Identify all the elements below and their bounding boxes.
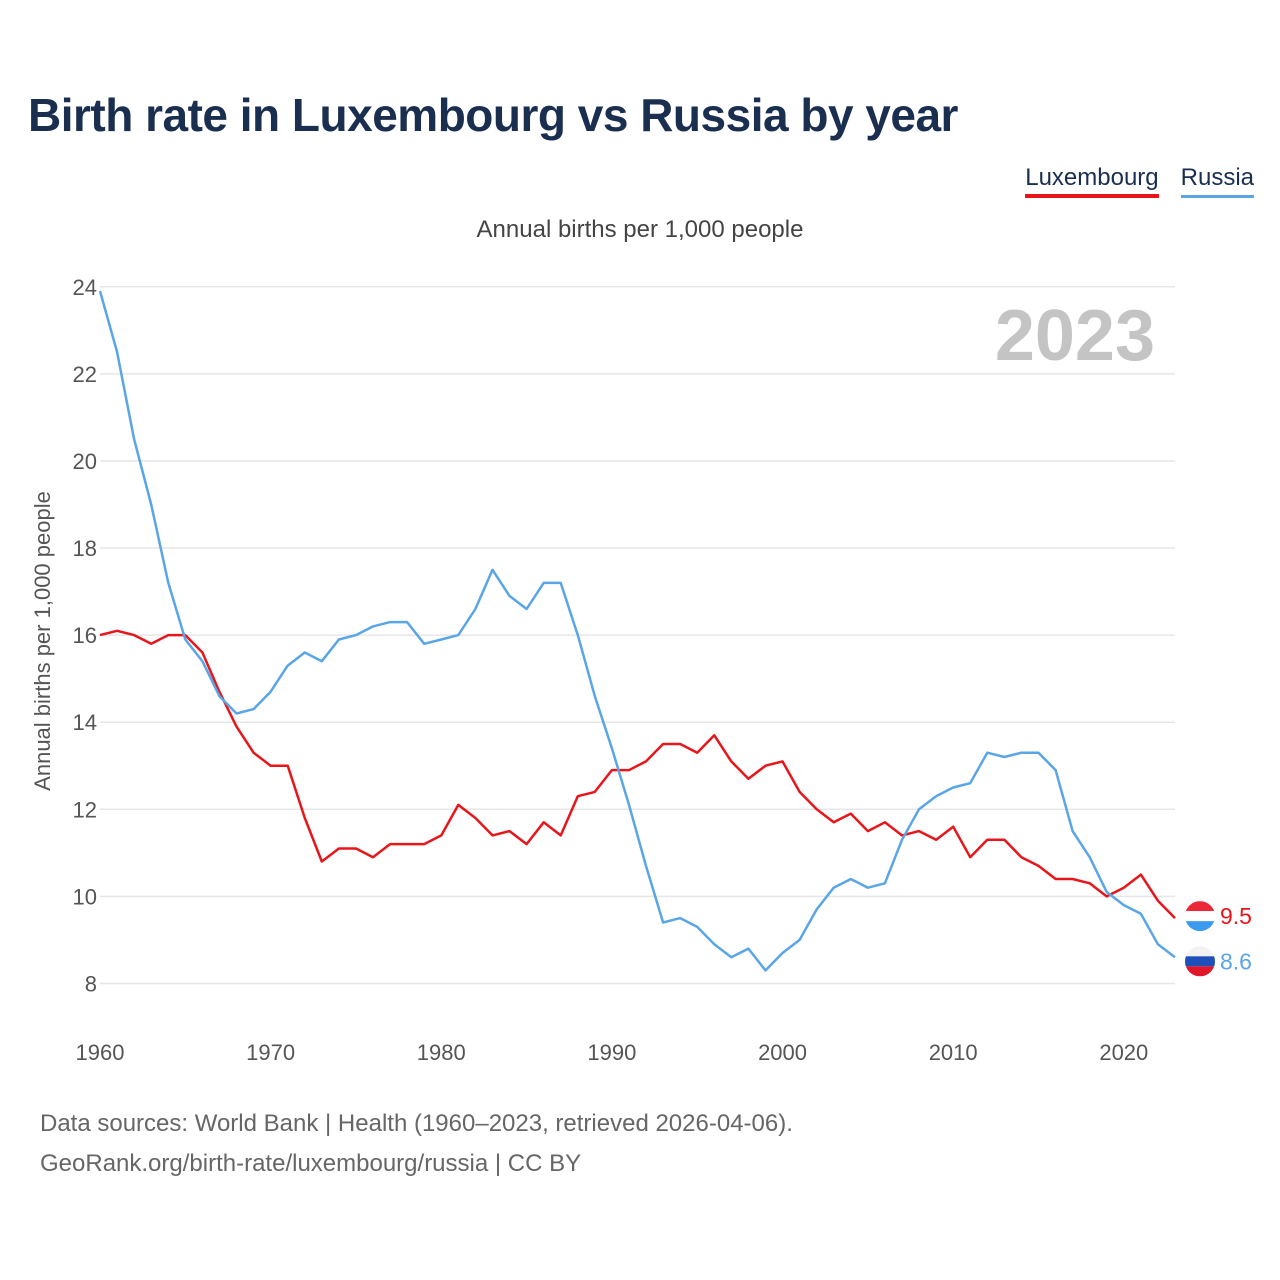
- y-tick-label: 18: [73, 536, 97, 561]
- y-tick-label: 14: [73, 710, 97, 735]
- footer: Data sources: World Bank | Health (1960–…: [40, 1104, 793, 1184]
- x-tick-label: 1990: [587, 1040, 636, 1065]
- chart-title: Birth rate in Luxembourg vs Russia by ye…: [28, 89, 958, 141]
- x-tick-label: 2000: [758, 1040, 807, 1065]
- y-tick-label: 24: [73, 275, 97, 300]
- x-tick-label: 1980: [417, 1040, 466, 1065]
- chart-subtitle: Annual births per 1,000 people: [476, 216, 804, 243]
- end-value-label-luxembourg: 9.5: [1220, 903, 1252, 929]
- y-tick-label: 22: [73, 362, 97, 387]
- current-year-label: 2023: [995, 296, 1155, 376]
- flag-marker-luxembourg: [1185, 901, 1215, 932]
- y-tick-label: 16: [73, 623, 97, 648]
- y-tick-label: 8: [85, 971, 97, 996]
- flag-marker-russia: [1185, 946, 1215, 977]
- footer-attribution: GeoRank.org/birth-rate/luxembourg/russia…: [40, 1150, 582, 1177]
- x-tick-label: 1970: [246, 1040, 295, 1065]
- y-tick-label: 10: [73, 884, 97, 909]
- y-tick-label: 20: [73, 449, 97, 474]
- legend: Luxembourg Russia: [1025, 164, 1254, 198]
- footer-sources: Data sources: World Bank | Health (1960–…: [40, 1110, 793, 1137]
- end-value-label-russia: 8.6: [1220, 948, 1252, 974]
- legend-item-russia[interactable]: Russia: [1180, 164, 1254, 198]
- legend-item-luxembourg[interactable]: Luxembourg: [1025, 164, 1159, 198]
- series-line-russia: [98, 290, 1176, 972]
- y-tick-label: 12: [73, 797, 97, 822]
- x-tick-label: 1960: [76, 1040, 125, 1065]
- x-tick-label: 2010: [929, 1040, 978, 1065]
- x-tick-label: 2020: [1099, 1040, 1148, 1065]
- series-line-luxembourg: [99, 629, 1176, 919]
- y-axis-label: Annual births per 1,000 people: [30, 491, 55, 791]
